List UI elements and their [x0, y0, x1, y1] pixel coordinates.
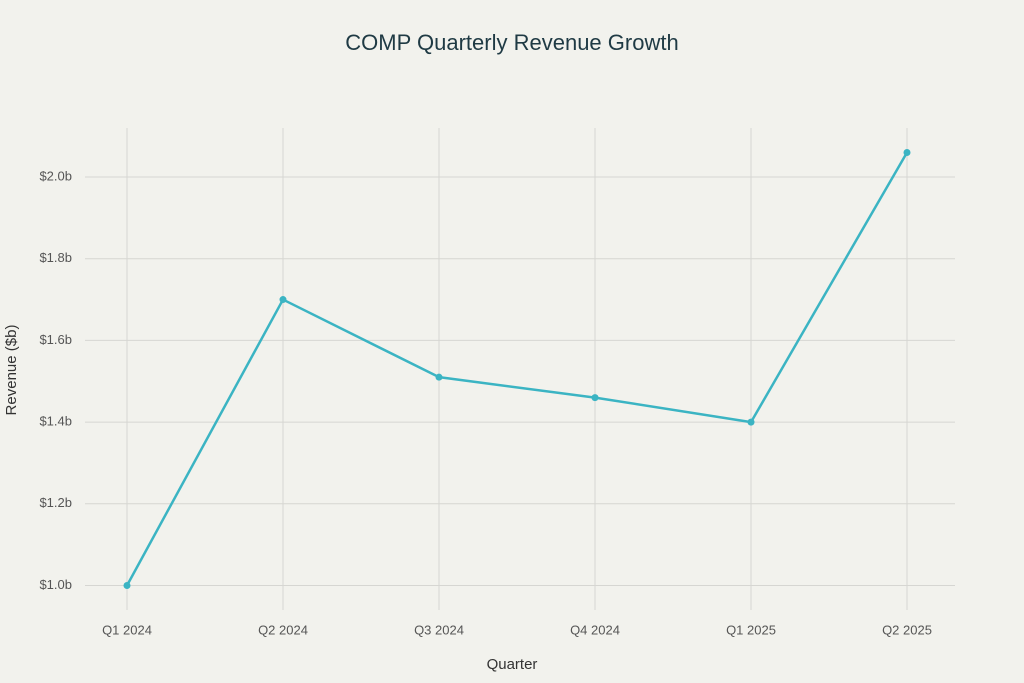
x-axis-label: Quarter — [487, 656, 538, 673]
y-tick-label: $1.8b — [39, 250, 72, 265]
x-tick-label: Q1 2024 — [102, 622, 152, 637]
chart-title: COMP Quarterly Revenue Growth — [345, 30, 678, 55]
x-tick-label: Q4 2024 — [570, 622, 620, 637]
x-tick-label: Q2 2025 — [882, 622, 932, 637]
point — [747, 418, 755, 426]
point — [591, 394, 599, 402]
point — [123, 581, 131, 589]
x-tick-label: Q1 2025 — [726, 622, 776, 637]
point — [435, 373, 443, 381]
point — [279, 296, 287, 304]
y-axis-label: Revenue ($b) — [3, 325, 20, 416]
y-tick-label: $1.0b — [39, 577, 72, 592]
x-tick-label: Q2 2024 — [258, 622, 308, 637]
line — [125, 151, 909, 587]
y-tick-label: $1.6b — [39, 332, 72, 347]
y-tick-label: $1.2b — [39, 495, 72, 510]
y-tick-label: $2.0b — [39, 168, 72, 183]
x-tick-label: Q3 2024 — [414, 622, 464, 637]
y-tick-label: $1.4b — [39, 414, 72, 429]
point — [903, 149, 911, 157]
